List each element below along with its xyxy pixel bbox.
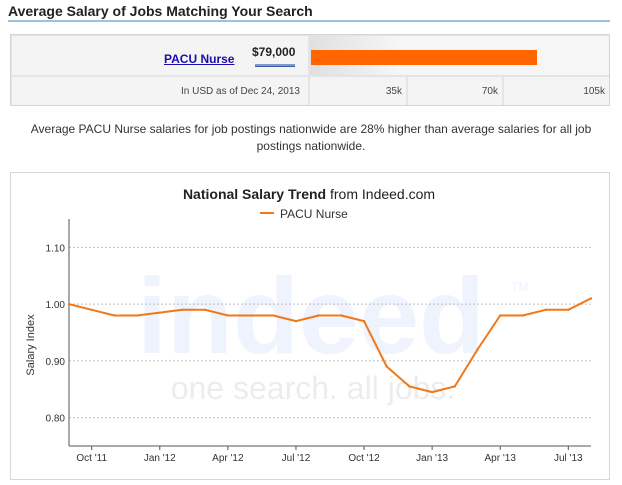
scale-cell-2: 70k (408, 77, 502, 105)
x-tick-label: Jul '13 (554, 453, 583, 464)
x-tick-label: Jan '12 (144, 453, 176, 464)
data-point (294, 319, 298, 323)
data-point (113, 314, 116, 317)
data-point (430, 390, 434, 394)
chart-canvas: indeed TM one search. all jobs. National… (25, 186, 593, 464)
data-point (67, 302, 71, 306)
data-point (226, 314, 230, 317)
watermark-tm: TM (511, 280, 528, 294)
x-tick-label: Oct '12 (348, 453, 380, 464)
data-point (90, 308, 93, 311)
data-point (340, 314, 343, 317)
data-point (544, 308, 547, 311)
salary-marker (255, 64, 295, 67)
data-point (476, 348, 479, 351)
chart-title: National Salary Trend from Indeed.com (183, 186, 435, 202)
chart-title-rest: from Indeed.com (326, 186, 435, 202)
watermark-logo: indeed (137, 255, 485, 376)
y-tick-label: 0.90 (46, 357, 66, 368)
scale-tick: 35k (385, 86, 402, 97)
watermark-tagline: one search. all jobs. (171, 370, 456, 406)
data-point (385, 365, 388, 368)
x-tick-label: Jul '12 (282, 453, 311, 464)
legend-label: PACU Nurse (280, 207, 348, 221)
y-tick-label: 1.10 (46, 243, 66, 254)
data-point (589, 297, 593, 300)
series-line-pacu-nurse (68, 297, 592, 394)
scale-cell-3: 105k (504, 77, 609, 105)
x-tick-label: Oct '11 (76, 453, 107, 464)
x-ticks: Oct '11 Jan '12 Apr '12 Jul '12 Oct '12 Jan '… (76, 446, 583, 464)
job-title-link[interactable]: PACU Nurse (164, 52, 235, 66)
data-point (408, 385, 411, 388)
salary-amount: $79,000 (252, 45, 296, 59)
scale-tick: 70k (481, 86, 498, 97)
y-axis-label: Salary Index (25, 314, 37, 376)
data-point (181, 308, 184, 311)
section-title: Average Salary of Jobs Matching Your Sea… (8, 3, 313, 19)
x-tick-label: Apr '13 (485, 453, 517, 464)
currency-note: In USD as of Dec 24, 2013 (181, 86, 300, 97)
data-point (249, 314, 252, 317)
section-header: Average Salary of Jobs Matching Your Sea… (8, 2, 610, 22)
salary-summary: PACU Nurse $79,000 In USD as of Dec 24, … (10, 34, 610, 106)
chart-title-bold: National Salary Trend (183, 186, 326, 202)
salary-description: Average PACU Nurse salaries for job post… (30, 122, 592, 153)
job-cell: PACU Nurse $79,000 (12, 36, 308, 75)
series-group (67, 297, 593, 394)
scale-tick: 105k (583, 86, 605, 97)
y-ticks: 1.10 1.00 0.90 0.80 (46, 243, 66, 424)
data-point (362, 319, 366, 323)
x-tick-label: Jan '13 (416, 453, 448, 464)
data-point (272, 314, 275, 317)
y-tick-label: 1.00 (46, 300, 66, 311)
data-point (203, 308, 207, 311)
data-point (567, 308, 570, 311)
data-point (521, 314, 525, 317)
grid-lines (69, 246, 591, 419)
y-tick-label: 0.80 (46, 414, 66, 425)
currency-cell: In USD as of Dec 24, 2013 (12, 77, 308, 105)
watermark: indeed TM one search. all jobs. (137, 255, 528, 406)
data-point (135, 314, 139, 317)
scale-cell-1: 35k (310, 77, 406, 105)
salary-bar (311, 50, 537, 65)
x-tick-label: Apr '12 (212, 453, 244, 464)
data-point (453, 385, 457, 388)
data-point (317, 314, 320, 317)
data-point (499, 314, 502, 317)
salary-trend-chart: indeed TM one search. all jobs. National… (10, 172, 610, 480)
data-point (158, 311, 161, 314)
